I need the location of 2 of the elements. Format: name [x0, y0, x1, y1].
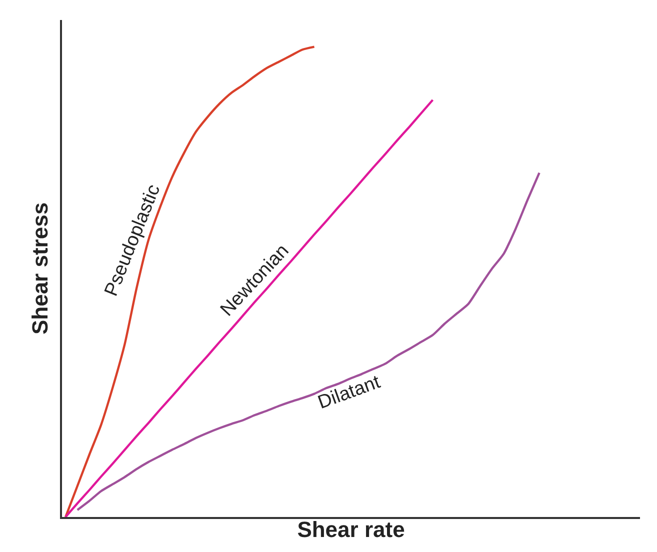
x-axis-title: Shear rate — [297, 517, 405, 542]
y-axis-title: Shear stress — [28, 202, 53, 335]
